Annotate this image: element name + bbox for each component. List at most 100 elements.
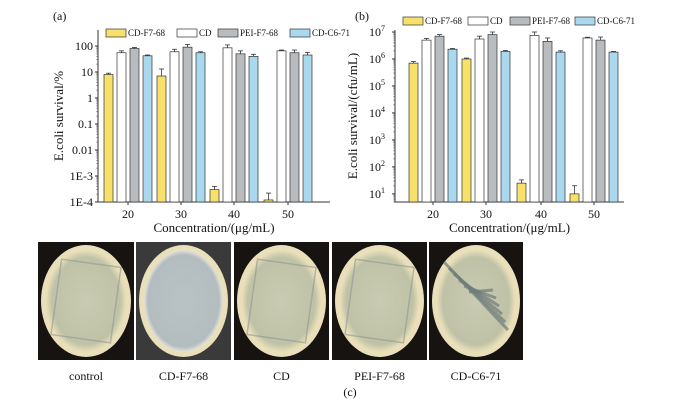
y-tick-base: 10 bbox=[369, 106, 381, 120]
y-tick-base: 10 bbox=[369, 25, 381, 39]
petri-dish-pei-f7-68 bbox=[340, 250, 419, 352]
y-tick-label: 102 bbox=[369, 159, 385, 174]
chart-a: (a) 1E-4 1E-3 0.01 0.1 1 10 100 20 30 40 50 CD-F7-68… bbox=[51, 9, 350, 235]
bar-cd bbox=[582, 37, 593, 203]
bar-cd-f7-68 bbox=[569, 193, 580, 203]
bar-pei-f7-68 bbox=[434, 35, 445, 203]
plate-label: control bbox=[69, 369, 104, 383]
panel-label-c: (c) bbox=[343, 385, 356, 399]
legend-label: CD bbox=[490, 16, 503, 26]
petri-dish-cd bbox=[242, 250, 321, 352]
panel-label: (a) bbox=[53, 9, 66, 23]
y-tick-label: 10 bbox=[81, 65, 93, 79]
legend-label: CD bbox=[199, 28, 212, 38]
y-tick-label: 1E-4 bbox=[70, 195, 93, 209]
y-tick-label: 107 bbox=[369, 24, 385, 39]
bar-cd bbox=[474, 38, 485, 203]
panel-label: (b) bbox=[355, 9, 369, 23]
plate-label: PEI-F7-68 bbox=[354, 369, 405, 383]
bar-cd-f7-68 bbox=[103, 74, 114, 203]
petri-dish-control bbox=[46, 250, 126, 352]
y-tick-label: 101 bbox=[369, 186, 385, 201]
y-axis-label: E.coli survival/(cfu/mL) bbox=[345, 53, 360, 179]
x-axis-label: Concentration/(μg/mL) bbox=[153, 220, 274, 235]
y-axis-label: E.coli survival/% bbox=[51, 71, 66, 161]
y-tick-label: 1E-3 bbox=[70, 169, 93, 183]
bar-pei-f7-68 bbox=[235, 53, 246, 203]
bar-pei-f7-68 bbox=[182, 46, 193, 203]
legend-label: PEI-F7-68 bbox=[240, 28, 278, 38]
bar-cd-c6-71 bbox=[608, 51, 619, 203]
legend-swatch bbox=[467, 16, 489, 26]
legend-swatch bbox=[176, 28, 198, 38]
legend-swatch bbox=[217, 28, 239, 38]
bar-cd bbox=[222, 47, 233, 203]
y-tick-exponent: 4 bbox=[381, 105, 385, 114]
plate-label: CD-C6-71 bbox=[451, 369, 502, 383]
legend-swatch bbox=[574, 16, 596, 26]
y-tick-base: 10 bbox=[369, 79, 381, 93]
bacterial-streak bbox=[468, 288, 494, 294]
y-tick-exponent: 2 bbox=[381, 159, 385, 168]
bacterial-streak bbox=[50, 258, 122, 344]
y-tick-exponent: 5 bbox=[381, 78, 385, 87]
y-tick-label: 100 bbox=[75, 39, 93, 53]
bar-cd bbox=[116, 52, 127, 203]
bar-cd-c6-71 bbox=[555, 51, 566, 203]
bar-cd-f7-68 bbox=[156, 75, 167, 203]
y-tick-label: 1 bbox=[87, 91, 93, 105]
bar-cd-c6-71 bbox=[142, 55, 153, 203]
bar-cd-c6-71 bbox=[500, 51, 511, 203]
legend-label: CD-F7-68 bbox=[425, 16, 463, 26]
bar-cd-c6-71 bbox=[302, 54, 313, 203]
y-tick-exponent: 3 bbox=[381, 132, 385, 141]
legend-label: CD-F7-68 bbox=[128, 28, 166, 38]
y-tick-exponent: 7 bbox=[381, 24, 385, 33]
y-tick-exponent: 1 bbox=[381, 186, 385, 195]
y-tick-label: 105 bbox=[369, 78, 385, 93]
x-tick-label: 50 bbox=[588, 207, 600, 221]
bar-cd bbox=[169, 51, 180, 203]
y-tick-label: 103 bbox=[369, 132, 385, 147]
y-tick-label: 104 bbox=[369, 105, 385, 120]
bar-pei-f7-68 bbox=[129, 48, 140, 203]
bar-cd-c6-71 bbox=[447, 48, 458, 203]
bar-pei-f7-68 bbox=[487, 34, 498, 203]
legend-swatch bbox=[509, 16, 531, 26]
y-tick-base: 10 bbox=[369, 187, 381, 201]
plate-label: CD bbox=[273, 369, 290, 383]
bar-cd-c6-71 bbox=[195, 52, 206, 203]
bar-cd-f7-68 bbox=[461, 58, 472, 203]
bar-cd-f7-68 bbox=[263, 199, 274, 203]
legend-label: PEI-F7-68 bbox=[532, 16, 570, 26]
x-tick-label: 20 bbox=[427, 207, 439, 221]
bar-cd bbox=[421, 39, 432, 203]
y-tick-base: 10 bbox=[369, 52, 381, 66]
y-tick-label: 106 bbox=[369, 51, 385, 66]
x-axis-label: Concentration/(μg/mL) bbox=[449, 220, 570, 235]
x-tick-label: 50 bbox=[282, 207, 294, 221]
bar-pei-f7-68 bbox=[595, 39, 606, 203]
plate-label: CD-F7-68 bbox=[159, 369, 208, 383]
y-tick-exponent: 6 bbox=[381, 51, 385, 60]
legend-label: CD-C6-71 bbox=[312, 28, 350, 38]
y-tick-base: 10 bbox=[369, 160, 381, 174]
bar-cd-f7-68 bbox=[516, 182, 527, 203]
bar-cd bbox=[529, 35, 540, 203]
x-tick-label: 30 bbox=[175, 207, 187, 221]
bar-pei-f7-68 bbox=[289, 52, 300, 203]
legend-swatch bbox=[402, 16, 424, 26]
y-tick-base: 10 bbox=[369, 133, 381, 147]
x-tick-label: 30 bbox=[480, 207, 492, 221]
bar-cd bbox=[276, 50, 287, 203]
petri-dish-cd-f7-68 bbox=[144, 250, 223, 352]
x-tick-label: 20 bbox=[122, 207, 134, 221]
y-tick-label: 0.1 bbox=[78, 117, 93, 131]
bar-cd-f7-68 bbox=[408, 62, 419, 203]
legend-label: CD-C6-71 bbox=[597, 16, 635, 26]
x-tick-label: 40 bbox=[535, 207, 547, 221]
bar-pei-f7-68 bbox=[542, 41, 553, 203]
plate-photos: control CD-F7-68 CD PEI-F7-68 CD-C6-71 bbox=[38, 242, 523, 383]
